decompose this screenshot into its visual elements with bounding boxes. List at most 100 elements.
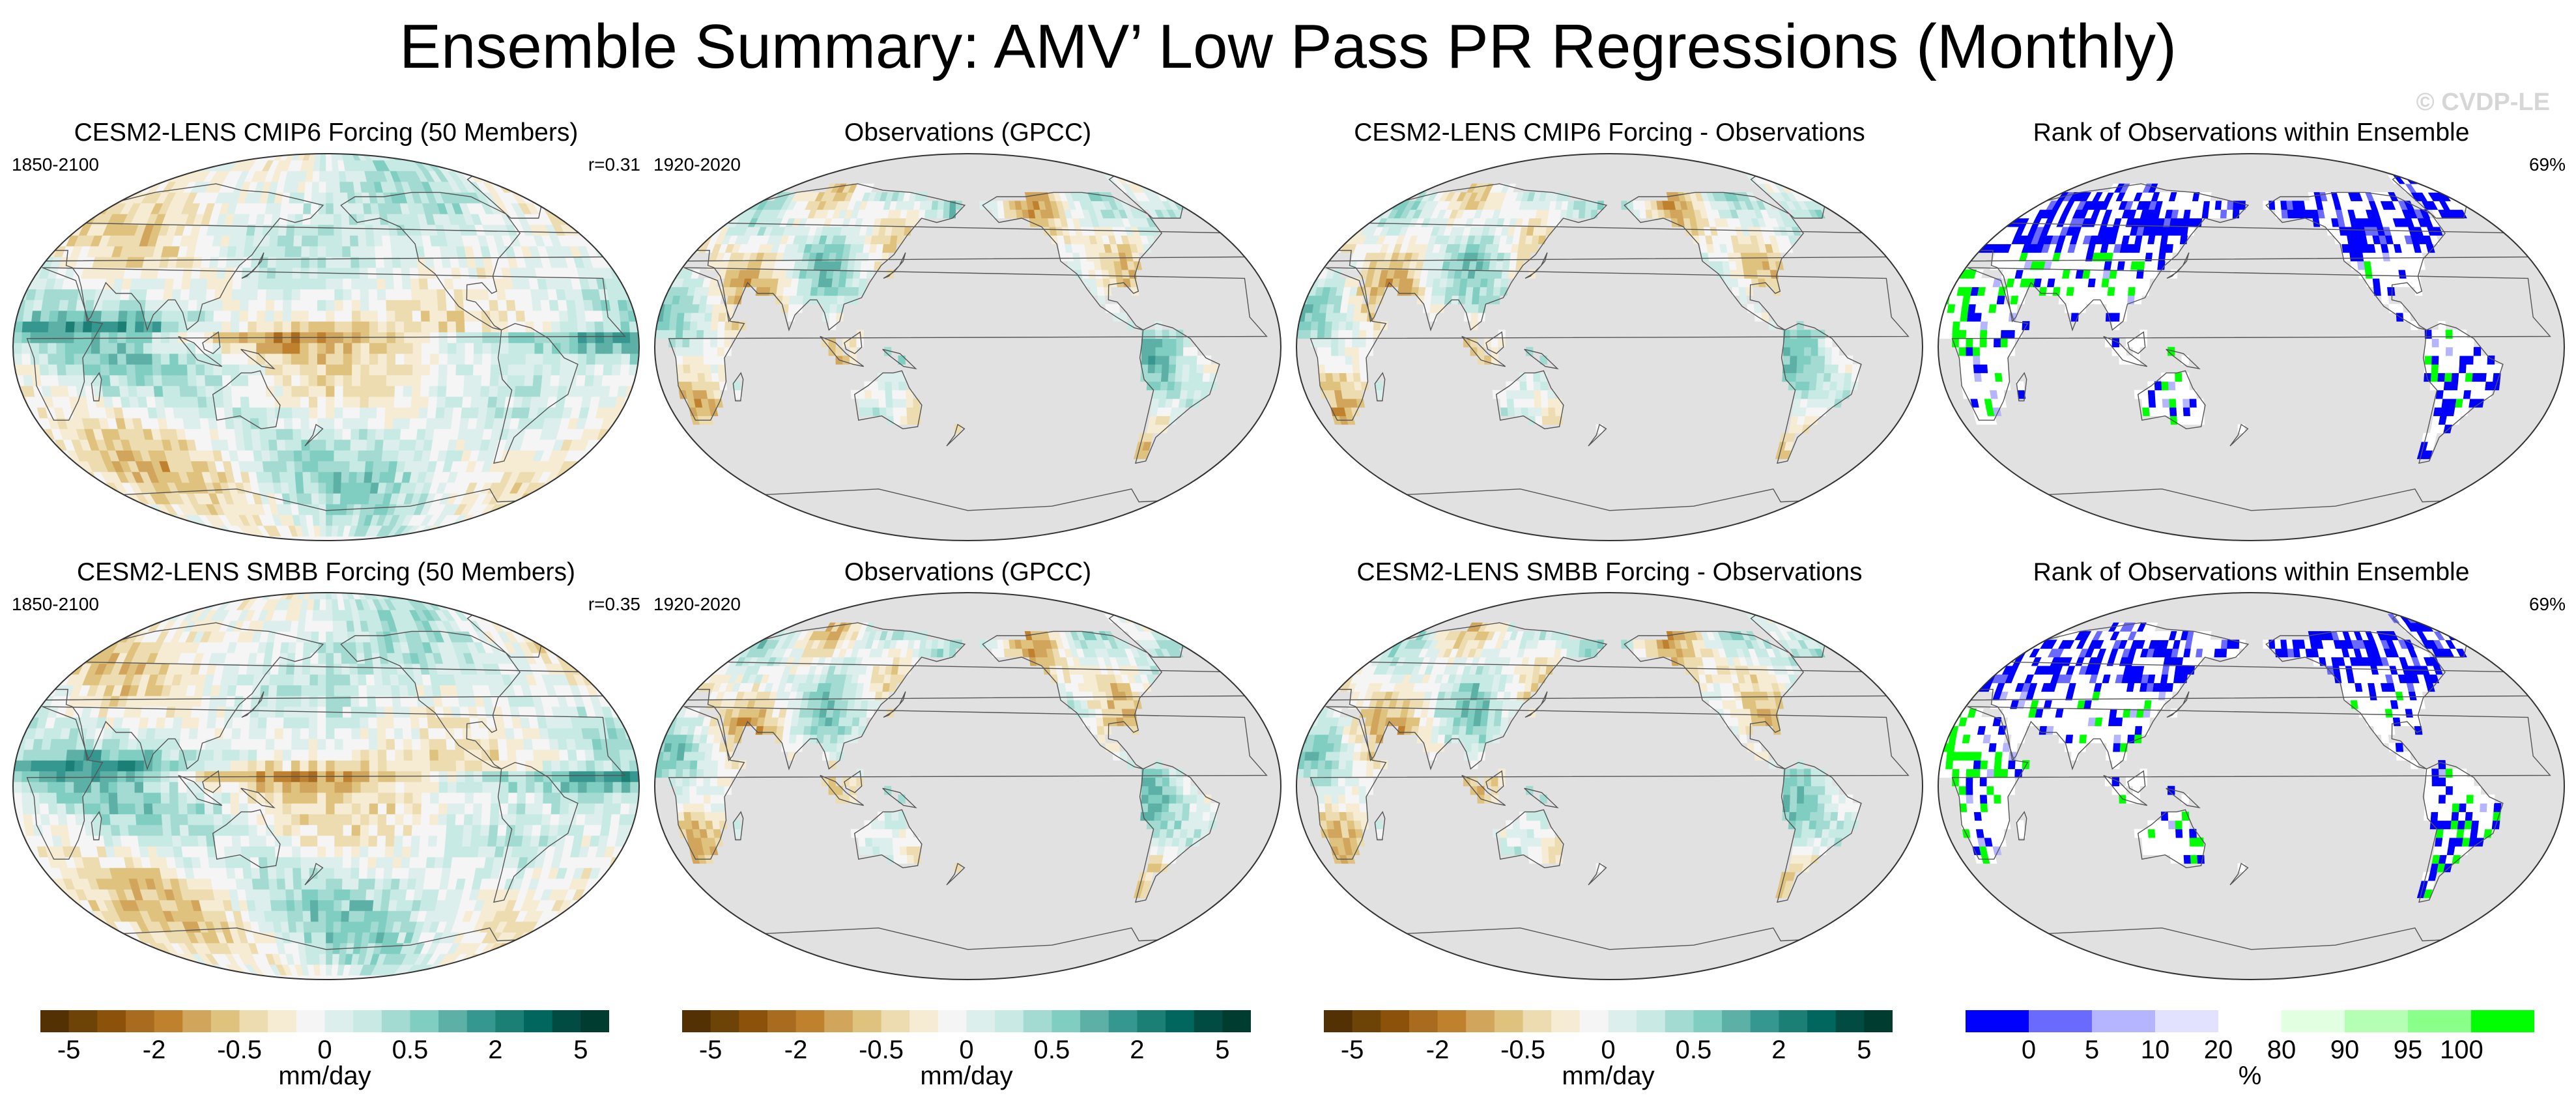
grid-cell — [137, 515, 157, 526]
grid-cell — [1573, 201, 1581, 210]
grid-cell — [411, 154, 437, 161]
grid-cell — [209, 429, 220, 440]
grid-cell — [465, 332, 474, 343]
grid-cell — [2169, 407, 2177, 416]
grid-cell — [326, 396, 335, 408]
grid-cell — [1352, 373, 1362, 382]
grid-cell — [102, 160, 130, 171]
grid-cell — [682, 235, 694, 244]
grid-cell — [1304, 321, 1312, 330]
grid-cell — [2001, 373, 2010, 382]
grid-cell — [1803, 346, 1812, 356]
grid-cell — [1960, 303, 1969, 313]
coastline — [212, 370, 281, 430]
grid-cell — [42, 450, 57, 462]
grid-cell — [2439, 346, 2446, 356]
grid-cell — [1438, 287, 1447, 296]
grid-cell — [1843, 381, 1852, 391]
grid-cell — [1817, 330, 1825, 339]
grid-cell — [127, 160, 154, 171]
grid-cell — [54, 224, 69, 236]
grid-cell — [1188, 373, 1197, 382]
grid-cell — [301, 246, 310, 257]
grid-cell — [718, 312, 726, 322]
grid-cell — [318, 482, 326, 494]
grid-cell — [1761, 312, 1769, 322]
grid-cell — [22, 310, 33, 322]
grid-cell — [117, 343, 126, 354]
grid-cell — [108, 343, 118, 354]
grid-cell — [117, 353, 127, 365]
grid-cell — [2442, 389, 2452, 399]
grid-cell — [1446, 278, 1455, 287]
grid-cell — [121, 171, 141, 182]
coastline — [820, 335, 865, 367]
grid-cell — [497, 300, 508, 311]
grid-cell — [1980, 321, 1988, 330]
grid-cell — [109, 515, 132, 526]
grid-cell — [265, 353, 274, 365]
grid-cell — [274, 364, 283, 376]
grid-cell — [84, 300, 95, 311]
grid-cell — [419, 289, 429, 300]
grid-cell — [117, 364, 128, 376]
grid-cell — [1331, 330, 1339, 339]
grid-cell — [829, 312, 837, 322]
grid-cell — [351, 407, 361, 419]
grid-cell — [57, 310, 68, 322]
grid-cell — [709, 218, 722, 227]
grid-cell — [481, 321, 492, 333]
grid-cell — [427, 396, 438, 408]
grid-cell — [135, 374, 146, 386]
grid-cell — [76, 482, 92, 494]
coastline — [304, 423, 324, 447]
grid-cell — [1471, 303, 1480, 313]
grid-cell — [1311, 252, 1322, 262]
grid-cell — [389, 450, 399, 462]
grid-cell — [351, 310, 362, 322]
grid-cell — [1639, 201, 1646, 210]
grid-cell — [849, 338, 857, 348]
grid-cell — [573, 493, 592, 505]
grid-cell — [2115, 269, 2125, 279]
grid-cell — [1975, 303, 1984, 313]
grid-cell — [617, 417, 630, 429]
grid-cell — [1724, 278, 1732, 287]
grid-cell — [1994, 355, 2002, 365]
grid-cell — [2114, 287, 2123, 296]
grid-cell — [1167, 381, 1175, 391]
coastline — [1135, 322, 1220, 464]
grid-cell — [2429, 381, 2439, 391]
grid-cell — [1979, 355, 1988, 365]
grid-cell — [284, 429, 294, 440]
grid-cell — [453, 396, 464, 408]
grid-cell — [108, 321, 119, 333]
grid-cell — [417, 417, 427, 429]
grid-cell — [244, 235, 255, 247]
grid-cell — [1838, 364, 1846, 373]
grid-cell — [93, 386, 104, 397]
grid-cell — [421, 321, 431, 333]
grid-cell — [1003, 209, 1012, 219]
grid-cell — [569, 343, 579, 354]
grid-cell — [569, 203, 586, 214]
grid-cell — [334, 417, 343, 429]
grid-cell — [718, 373, 726, 382]
grid-cell — [2000, 355, 2009, 365]
grid-cell — [1331, 338, 1339, 348]
grid-cell — [865, 183, 875, 193]
grid-cell — [2183, 416, 2192, 425]
grid-cell — [2080, 287, 2089, 296]
grid-cell — [2459, 330, 2467, 339]
grid-cell — [395, 310, 405, 322]
grid-cell — [603, 353, 614, 365]
grid-cell — [1994, 346, 2001, 356]
grid-cell — [620, 321, 631, 333]
grid-cell — [2438, 355, 2446, 365]
grid-cell — [1747, 303, 1755, 313]
grid-cell — [874, 261, 882, 270]
grid-cell — [2190, 416, 2198, 425]
grid-cell — [884, 373, 893, 382]
grid-cell — [293, 439, 302, 451]
grid-cell — [1304, 312, 1313, 322]
